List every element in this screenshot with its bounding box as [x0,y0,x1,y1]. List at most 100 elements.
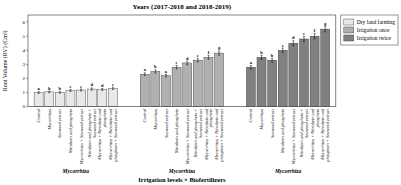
bar [299,39,308,107]
significance-letter: c [282,43,284,48]
error-bar [48,91,50,93]
x-tick-label: Control [142,108,147,123]
x-tick-label: Mycorrhiza [153,108,158,131]
significance-letter: g [324,21,327,26]
error-bar [292,41,294,46]
x-tick-label: Nitrobein and phosphein +Seaweed extract [87,108,97,158]
significance-letter: d [90,82,93,87]
bar [257,57,266,106]
significance-letter: b [59,86,62,91]
title: Years (2017-2018 and 2018-2019) [133,3,232,11]
series [246,26,329,106]
error-bar [165,74,167,77]
bar [66,90,75,106]
plot-frame [28,15,336,107]
group-label: Mycorrhiza [62,168,90,174]
x-tick-label: Mycorrhiza [47,108,52,131]
error-bar [112,87,114,89]
significance-letter: c [80,84,82,89]
significance-letter: e [112,82,114,87]
significance-letter: a [165,69,168,74]
error-bar [218,51,220,55]
x-tick-label: Nitrobein and phosphein [174,108,179,154]
y-axis-label: Root Volume (RV) (Cm³) [2,30,9,91]
bar [55,92,64,106]
error-bar [176,65,178,68]
x-tick-label: Nitrobein and phosphein [280,108,285,154]
bar-letters: abbccddeabacdefgabbcdefg [37,21,327,91]
x-tick-label: Seaweed extract [270,108,275,138]
significance-letter: a [144,67,147,72]
error-bar [69,89,71,91]
bar [140,74,149,106]
legend-swatch [344,35,354,41]
x-tick-label: Nitrobein and phosphein +Seaweed extract [193,108,203,158]
series [140,51,223,107]
y-tick-label: 4 [23,48,26,53]
bar [108,88,117,106]
significance-letter: c [176,60,178,65]
error-bar [261,55,263,59]
legend: Dry land farmingIrrigation onceIrrigatio… [341,15,398,45]
bar [34,93,43,107]
bar [204,57,213,106]
bar [98,89,107,106]
significance-letter: f [314,28,316,33]
significance-letter: e [303,31,305,36]
bar [161,76,170,107]
error-bar [207,55,209,59]
x-tick-label: Mycorrhiza + Nitrobein andphosphein + Se… [320,108,330,163]
legend-swatch [344,27,354,33]
error-bar [186,61,188,65]
chart: Dry land farmingIrrigation onceIrrigatio… [0,0,401,185]
error-bar [271,58,273,62]
error-bar [154,70,156,73]
error-bar [303,36,305,41]
bar [278,50,287,106]
legend-frame [341,15,398,45]
error-bar [314,33,316,38]
y-tick-label: 5 [23,34,26,39]
group-label: Mycorrhiza [168,168,196,174]
error-bar [197,58,199,62]
significance-letter: b [271,53,274,58]
error-bar [101,88,103,90]
x-tick-label: Seaweed extract [57,108,62,138]
bar [289,43,298,106]
x-tick-label: Mycorrhiza + Nitrobein andphosphein [310,108,320,161]
series [34,87,117,106]
bar [172,67,181,106]
x-tick-label: Mycorrhiza + Nitrobein andphosphein + Se… [214,108,224,163]
significance-letter: f [208,50,210,55]
bar [193,60,202,107]
y-tick-label: 1 [23,90,26,95]
y-tick-label: 2 [23,76,26,81]
error-bar [80,89,82,91]
x-tick-label: Control [36,108,41,123]
error-bar [324,26,326,32]
bar [268,60,277,107]
x-axis-label: Irrigation levels × Biofertilizers [138,176,226,183]
significance-letter: g [218,45,221,50]
x-tick-label: Mycorrhiza + Seaweed extract [79,108,84,165]
x-tick-label: Nitrobein and phosphein +Seaweed extract [299,108,309,158]
x-tick-label: Mycorrhiza + Nitrobein andphosphein [204,108,214,161]
bar [151,71,160,106]
group-label: Mycorrhiza [274,168,302,174]
error-bar [91,88,93,90]
significance-letter: d [101,83,104,88]
significance-letter: a [250,60,253,65]
significance-letter: e [197,53,199,58]
x-axis: Control Mycorrhiza Seaweed extract Nitrobei… [36,108,330,165]
bars [34,26,330,106]
significance-letter: a [37,86,40,91]
bar [45,92,54,107]
x-tick-label: Mycorrhiza [259,108,264,131]
significance-letter: b [48,86,51,91]
x-tick-label: Seaweed extract [164,108,169,138]
bar [77,90,86,107]
significance-letter: d [186,56,189,61]
x-tick-label: Mycorrhiza + Nitrobein andphosphein [97,108,107,161]
x-tick-label: Mycorrhiza + Seaweed extract [291,108,296,165]
significance-letter: b [260,50,263,55]
